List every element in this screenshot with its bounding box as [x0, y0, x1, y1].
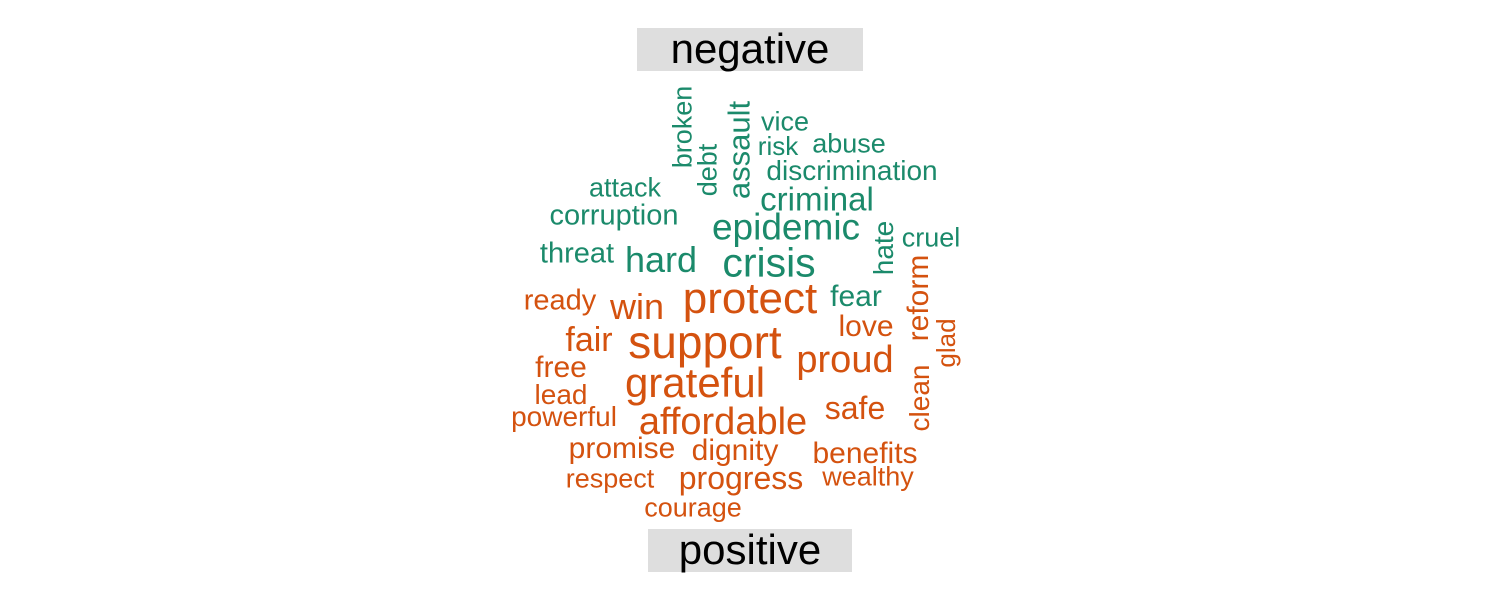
word-discrimination: discrimination: [766, 155, 938, 186]
word-reform: reform: [902, 254, 935, 342]
word-crisis: crisis: [722, 239, 816, 286]
word-debt: debt: [692, 143, 723, 197]
word-clean: clean: [904, 364, 935, 432]
word-threat: threat: [539, 237, 615, 270]
word-corruption: corruption: [549, 199, 679, 232]
word-fair: fair: [565, 321, 613, 359]
word-wealthy: wealthy: [822, 461, 914, 492]
negative-group-label: negative: [637, 28, 863, 71]
word-progress: progress: [678, 460, 804, 496]
word-fear: fear: [830, 280, 882, 313]
word-promise: promise: [568, 432, 676, 465]
word-cruel: cruel: [901, 222, 961, 253]
word-courage: courage: [644, 492, 742, 523]
word-attack: attack: [588, 172, 662, 203]
word-epidemic: epidemic: [711, 206, 861, 248]
word-hate: hate: [868, 220, 899, 276]
word-affordable: affordable: [638, 401, 808, 443]
word-dignity: dignity: [691, 434, 779, 467]
word-grateful: grateful: [624, 359, 766, 406]
word-safe: safe: [824, 390, 886, 426]
word-benefits: benefits: [812, 437, 918, 470]
word-win: win: [609, 286, 665, 327]
word-support: support: [628, 316, 782, 368]
word-abuse: abuse: [812, 128, 886, 159]
word-vice: vice: [760, 106, 810, 137]
word-free: free: [535, 351, 587, 384]
word-protect: protect: [682, 274, 818, 323]
positive-group-label: positive: [648, 529, 852, 572]
word-assault: assault: [721, 100, 757, 200]
word-ready: ready: [523, 284, 597, 317]
word-glad: glad: [931, 318, 961, 368]
word-hard: hard: [624, 239, 698, 280]
word-respect: respect: [565, 463, 655, 494]
word-proud: proud: [796, 339, 894, 381]
word-powerful: powerful: [511, 401, 617, 432]
word-love: love: [838, 310, 894, 343]
word-lead: lead: [534, 379, 588, 410]
word-criminal: criminal: [760, 180, 874, 218]
word-risk: risk: [757, 131, 799, 161]
